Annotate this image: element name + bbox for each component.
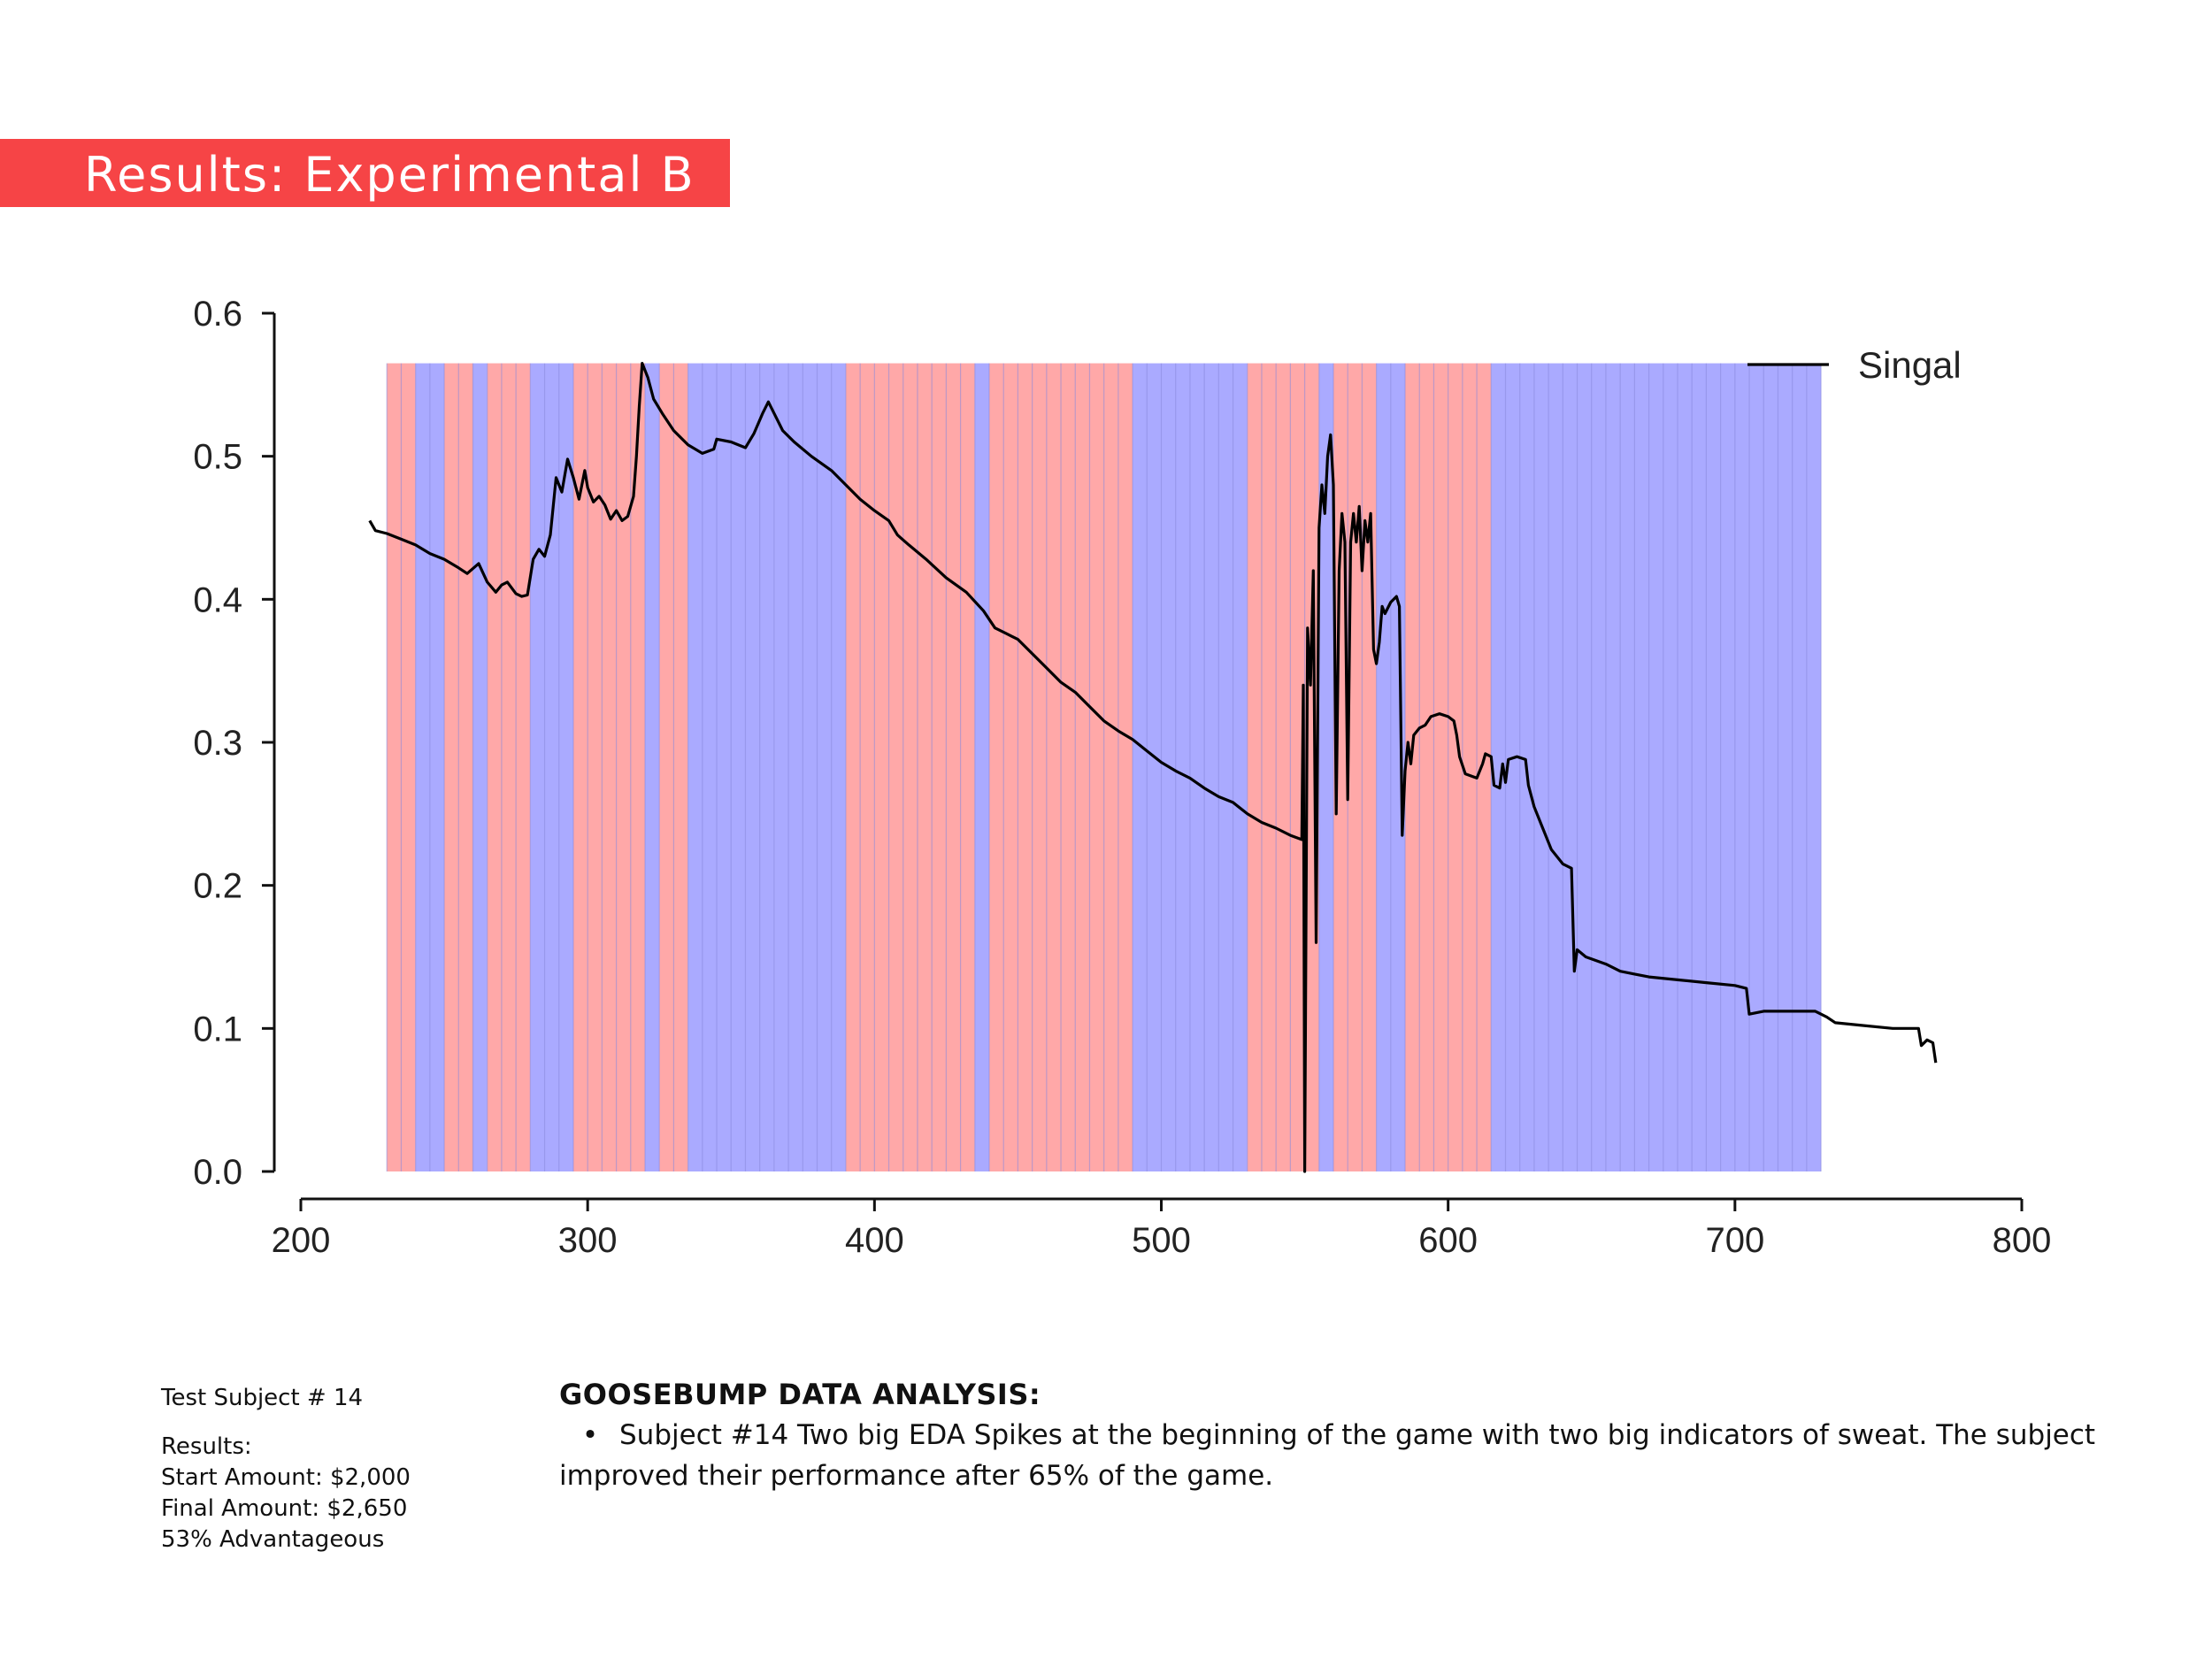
band-blue <box>1318 363 1333 1171</box>
x-tick-label: 300 <box>558 1221 618 1260</box>
subject-label: Test Subject # 14 <box>161 1385 364 1411</box>
x-tick-label: 200 <box>272 1221 331 1260</box>
band-blue <box>472 363 488 1171</box>
x-tick-label: 800 <box>1993 1221 2052 1260</box>
band-red <box>845 363 975 1171</box>
x-tick-label: 500 <box>1132 1221 1191 1260</box>
analysis-heading: GOOSEBUMP DATA ANALYSIS: <box>559 1378 1041 1411</box>
band-layer <box>386 363 1822 1171</box>
legend-label: Singal <box>1858 344 1962 386</box>
eda-chart: 0.0 0.1 0.2 0.3 0.4 0.5 0.6 200 300 400 500 600 700 8… <box>193 295 2051 1260</box>
y-tick-label: 0.1 <box>193 1010 242 1048</box>
band-blue <box>687 363 846 1171</box>
subject-info: Test Subject # 14 Results: Start Amount:… <box>161 1383 411 1555</box>
band-blue <box>530 363 573 1171</box>
axes-layer: 0.0 0.1 0.2 0.3 0.4 0.5 0.6 200 300 400 500 600 700 8… <box>193 295 2051 1260</box>
band-blue <box>645 363 660 1171</box>
y-tick-label: 0.2 <box>193 867 242 906</box>
band-red <box>1247 363 1319 1171</box>
series-line-singal <box>368 362 1938 1173</box>
advantageous-percent: 53% Advantageous <box>161 1526 385 1553</box>
final-amount: Final Amount: $2,650 <box>161 1495 408 1522</box>
y-tick-label: 0.5 <box>193 438 242 477</box>
x-tick-label: 700 <box>1705 1221 1764 1260</box>
band-red <box>487 363 531 1171</box>
legend: Singal <box>1747 344 1962 386</box>
band-red <box>1333 363 1377 1171</box>
analysis-body: • Subject #14 Two big EDA Spikes at the b… <box>559 1415 2134 1496</box>
band-blue <box>1491 363 1822 1171</box>
x-tick-label: 400 <box>845 1221 904 1260</box>
bullet-icon: • <box>581 1419 599 1451</box>
x-tick-label: 600 <box>1418 1221 1478 1260</box>
start-amount: Start Amount: $2,000 <box>161 1464 411 1491</box>
results-label: Results: <box>161 1433 252 1460</box>
title-bar: Results: Experimental B <box>0 139 730 207</box>
analysis-section: GOOSEBUMP DATA ANALYSIS: • Subject #14 Tw… <box>559 1378 2134 1496</box>
band-blue <box>974 363 989 1171</box>
y-tick-label: 0.0 <box>193 1153 242 1192</box>
analysis-text: Subject #14 Two big EDA Spikes at the be… <box>559 1419 2096 1492</box>
y-tick-label: 0.6 <box>193 295 242 334</box>
y-tick-label: 0.4 <box>193 580 242 619</box>
series-layer <box>368 362 1938 1173</box>
slide-title: Results: Experimental B <box>84 147 695 203</box>
y-tick-label: 0.3 <box>193 724 242 763</box>
spacer <box>161 1414 411 1432</box>
